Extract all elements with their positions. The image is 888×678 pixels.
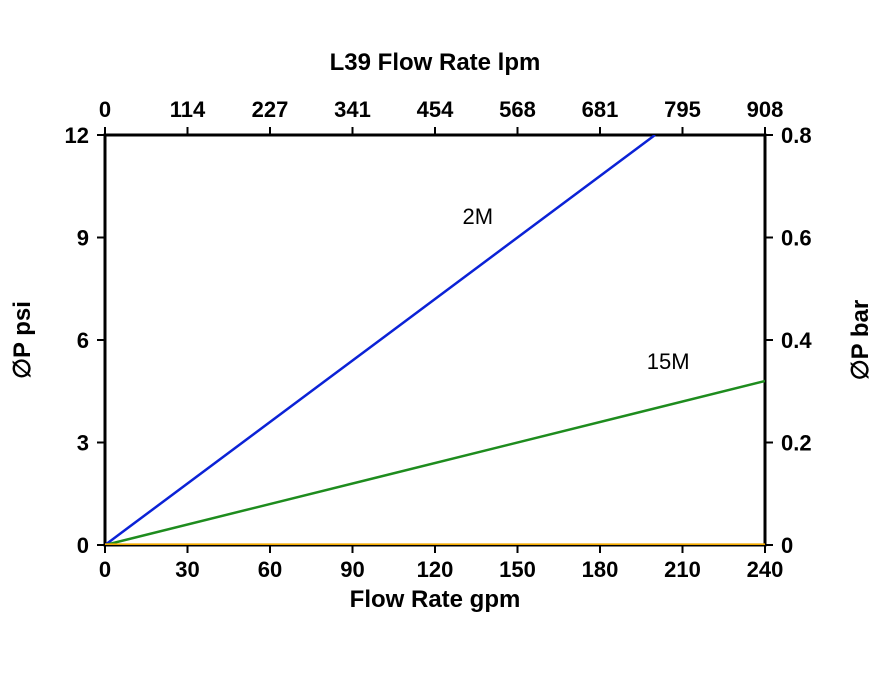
series-label-2M: 2M [463,204,494,229]
top-x-tick-label: 681 [582,97,619,122]
bottom-x-tick-label: 30 [175,557,199,582]
top-x-tick-label: 454 [417,97,454,122]
bottom-x-tick-label: 180 [582,557,619,582]
right-y-tick-label: 0.4 [781,328,812,353]
left-y-tick-label: 9 [77,226,89,251]
left-y-tick-label: 12 [65,123,89,148]
right-y-tick-label: 0 [781,533,793,558]
top-x-tick-label: 227 [252,97,289,122]
right-y-tick-label: 0.2 [781,431,812,456]
left-y-tick-label: 6 [77,328,89,353]
bottom-x-tick-label: 60 [258,557,282,582]
top-x-tick-label: 568 [499,97,536,122]
bottom-x-axis-title: Flow Rate gpm [350,586,521,613]
right-y-tick-label: 0.6 [781,226,812,251]
left-y-axis-title: ∅P psi [9,301,36,379]
top-x-tick-label: 114 [170,97,206,122]
bottom-x-tick-label: 210 [664,557,701,582]
chart-svg: L39 Flow Rate lpm 0 114 227 341 454 568 681 795 9… [0,0,888,678]
bottom-x-tick-label: 90 [340,557,364,582]
bottom-x-tick-label: 150 [499,557,536,582]
top-x-tick-label: 908 [747,97,784,122]
chart-container: L39 Flow Rate lpm 0 114 227 341 454 568 681 795 9… [0,0,888,678]
top-x-tick-label: 341 [334,97,371,122]
bottom-x-tick-label: 240 [747,557,784,582]
left-y-tick-label: 0 [77,533,89,558]
left-y-tick-label: 3 [77,431,89,456]
bottom-x-tick-label: 0 [99,557,111,582]
top-x-tick-label: 0 [99,97,111,122]
bottom-x-tick-label: 120 [417,557,454,582]
top-x-tick-label: 795 [664,97,701,122]
top-x-axis-title: L39 Flow Rate lpm [330,49,541,76]
right-y-tick-label: 0.8 [781,123,812,148]
series-label-15M: 15M [647,349,690,374]
right-y-axis-title: ∅P bar [847,300,874,381]
